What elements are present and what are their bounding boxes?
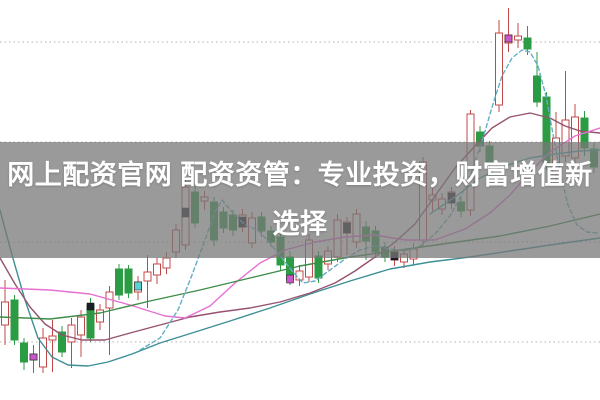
- ma-maroon: [0, 112, 600, 341]
- ad-banner: 网上配资官网 配资资管：专业投资，财富增值新 选择: [0, 142, 600, 258]
- ad-banner-line-1: 网上配资官网 配资资管：专业投资，财富增值新: [7, 160, 593, 190]
- ma-teal-slow: [0, 209, 600, 367]
- ad-banner-line-2: 选择: [272, 209, 328, 239]
